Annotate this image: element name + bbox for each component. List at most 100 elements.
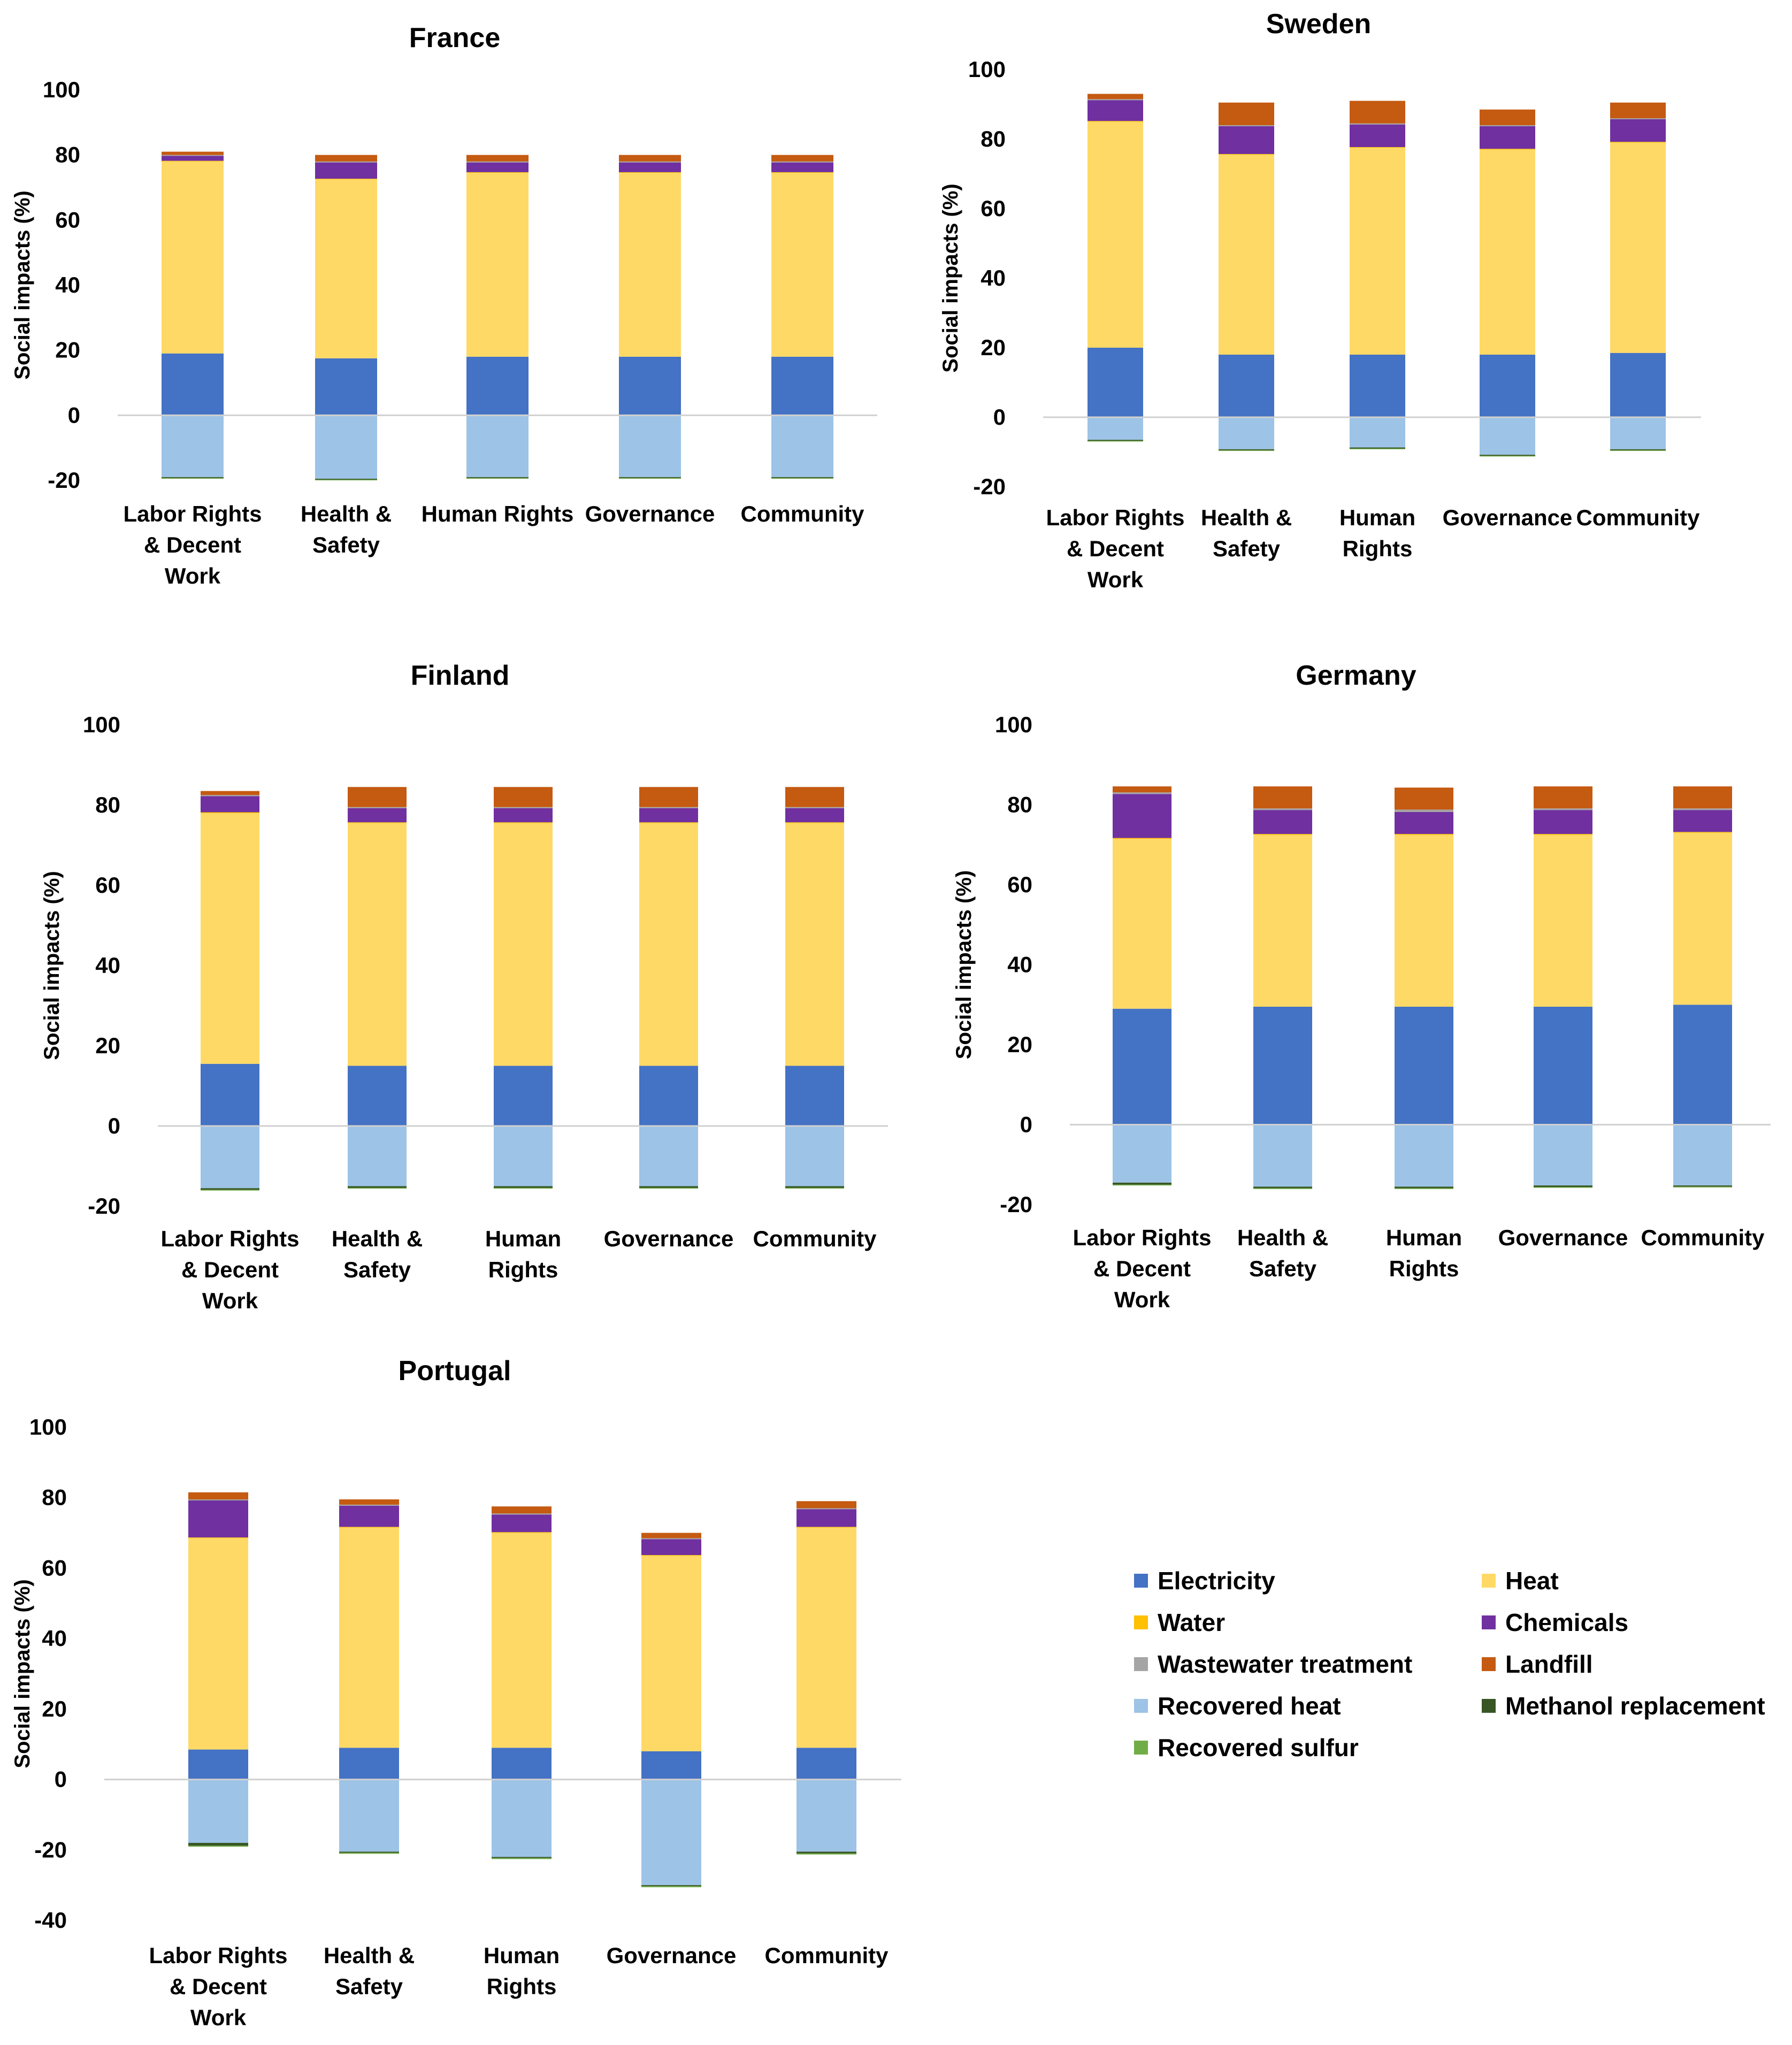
y-axis-label: Social impacts (%) <box>40 871 64 1060</box>
bar-segment-heat <box>188 1538 248 1750</box>
bar-segment-electricity <box>494 1066 553 1126</box>
bar-segment-recovered-sulfur <box>348 1188 407 1189</box>
x-category-label: Rights <box>488 1257 558 1282</box>
bar-segment-recovered-sulfur <box>771 478 833 479</box>
bar-segment-wastewater-treatment <box>1350 123 1405 125</box>
y-tick-label: -20 <box>48 468 80 493</box>
bar-segment-recovered-heat <box>641 1779 701 1886</box>
x-category-label: Rights <box>1389 1256 1459 1281</box>
legend-item-water: Water <box>1134 1606 1225 1638</box>
bar-segment-methanol-replacement <box>1088 440 1143 441</box>
y-tick-label: 60 <box>55 207 80 232</box>
y-tick-label: 20 <box>42 1696 67 1721</box>
bar-segment-recovered-heat <box>1480 417 1535 455</box>
x-category-label: Safety <box>1213 536 1281 561</box>
bar-segment-heat <box>641 1556 701 1751</box>
bar-segment-chemicals <box>1534 810 1592 834</box>
y-tick-label: -20 <box>973 474 1006 499</box>
bar-segment-methanol-replacement <box>494 1186 553 1188</box>
y-tick-label: 40 <box>55 272 80 297</box>
bar-segment-heat <box>1219 155 1274 355</box>
bar-segment-recovered-sulfur <box>1219 450 1274 451</box>
bar-segment-water <box>492 1532 552 1533</box>
bar-segment-recovered-heat <box>201 1126 259 1189</box>
bar-segment-recovered-heat <box>1219 417 1274 449</box>
bar-segment-recovered-heat <box>1253 1124 1312 1187</box>
y-tick-label: 20 <box>1007 1032 1032 1057</box>
bar-segment-landfill <box>1088 94 1143 99</box>
legend-label: Electricity <box>1158 1567 1275 1595</box>
bar-segment-electricity <box>1088 348 1143 417</box>
bar-segment-landfill <box>1480 109 1535 125</box>
bar-segment-heat <box>162 161 224 354</box>
y-tick-label: 80 <box>95 792 120 817</box>
legend-swatch <box>1134 1574 1148 1588</box>
y-axis-label: Social impacts (%) <box>939 183 962 372</box>
bar-segment-electricity <box>771 356 833 416</box>
x-category-label: Labor Rights <box>1046 505 1185 530</box>
chart-title: Portugal <box>399 1355 511 1387</box>
x-category-label: Human <box>1339 505 1415 530</box>
y-tick-label: 60 <box>981 196 1006 221</box>
bar-segment-electricity <box>162 353 224 416</box>
x-category-label: Health & <box>1201 505 1292 530</box>
x-category-label: & Decent <box>181 1257 279 1282</box>
y-tick-label: 80 <box>1007 792 1032 817</box>
y-tick-label: 20 <box>981 335 1006 360</box>
bar-segment-water <box>494 822 553 823</box>
bar-segment-landfill <box>1219 102 1274 125</box>
legend-label: Methanol replacement <box>1505 1692 1765 1720</box>
legend-label: Heat <box>1505 1567 1559 1595</box>
x-category-label: Governance <box>1443 505 1573 530</box>
bar-segment-recovered-heat <box>1395 1124 1453 1187</box>
bar-segment-wastewater-treatment <box>641 1538 701 1540</box>
bar-segment-recovered-heat <box>639 1126 698 1186</box>
bar-segment-heat <box>494 823 553 1066</box>
bar-segment-landfill <box>797 1501 856 1508</box>
bar-segment-methanol-replacement <box>641 1885 701 1887</box>
bar-segment-recovered-sulfur <box>641 1886 701 1888</box>
bar-segment-landfill <box>1534 786 1592 809</box>
x-category-label: Human Rights <box>422 501 574 526</box>
y-tick-label: 100 <box>29 1414 67 1439</box>
bar-segment-electricity <box>348 1066 407 1126</box>
x-category-label: Work <box>1114 1287 1170 1312</box>
bar-segment-chemicals <box>315 162 377 179</box>
bar-segment-electricity <box>1610 353 1666 417</box>
bar-segment-landfill <box>494 787 553 807</box>
bar-segment-wastewater-treatment <box>492 1513 552 1515</box>
bar-segment-landfill <box>339 1499 399 1505</box>
bar-segment-wastewater-treatment <box>201 795 259 796</box>
bar-segment-wastewater-treatment <box>1480 125 1535 126</box>
x-category-label: Labor Rights <box>124 501 262 526</box>
bar-segment-water <box>348 822 407 823</box>
y-tick-label: 20 <box>55 338 80 363</box>
chart-title: Finland <box>411 660 510 691</box>
y-tick-label: 0 <box>68 402 80 427</box>
legend-item-landfill: Landfill <box>1482 1648 1593 1680</box>
bar-segment-water <box>1113 838 1171 839</box>
bar-segment-landfill <box>315 155 377 162</box>
bar-segment-heat <box>315 179 377 358</box>
bar-segment-chemicals <box>619 162 681 172</box>
y-tick-label: -20 <box>88 1193 120 1219</box>
bar-segment-landfill <box>466 155 529 162</box>
bar-segment-chemicals <box>1673 810 1732 832</box>
y-axis-label: Social impacts (%) <box>952 870 976 1059</box>
bar-segment-heat <box>492 1533 552 1748</box>
bar-segment-electricity <box>466 356 529 416</box>
bar-segment-chemicals <box>466 162 529 172</box>
bar-segment-wastewater-treatment <box>466 161 529 163</box>
bar-segment-landfill <box>1395 787 1453 810</box>
x-category-label: & Decent <box>1067 536 1164 561</box>
bar-segment-heat <box>348 823 407 1066</box>
bar-segment-wastewater-treatment <box>785 807 844 808</box>
bar-segment-wastewater-treatment <box>188 1499 248 1500</box>
bar-segment-chemicals <box>162 156 224 161</box>
chart-title: Sweden <box>1266 9 1372 40</box>
x-category-label: & Decent <box>144 532 241 557</box>
bar-segment-water <box>639 822 698 823</box>
bar-segment-recovered-sulfur <box>797 1853 856 1855</box>
legend-item-heat: Heat <box>1482 1565 1559 1597</box>
bar-segment-landfill <box>619 155 681 162</box>
